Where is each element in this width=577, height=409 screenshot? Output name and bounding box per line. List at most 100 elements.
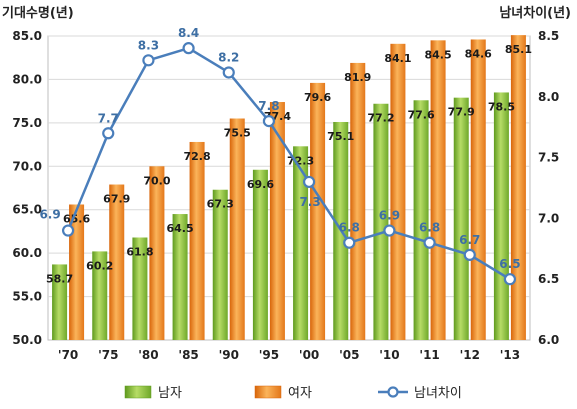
bar-label-male: 69.6 bbox=[247, 178, 274, 191]
difference-label: 7.8 bbox=[258, 99, 279, 113]
difference-point bbox=[102, 127, 115, 140]
x-tick-label: '00 bbox=[299, 348, 319, 362]
right-tick-label: 8.5 bbox=[538, 29, 559, 43]
x-axis: '70 '75 '80 '85 '90 '95 '00 '05 '10 '11 '12 '13 bbox=[58, 348, 520, 362]
x-tick-label: '13 bbox=[500, 348, 520, 362]
difference-label: 6.8 bbox=[339, 221, 360, 235]
bar-label-male: 78.5 bbox=[488, 100, 515, 113]
bar-male bbox=[212, 189, 228, 340]
x-tick-label: '10 bbox=[379, 348, 399, 362]
legend-label-difference: 남녀차이 bbox=[414, 386, 462, 401]
left-tick-label: 75.0 bbox=[12, 116, 42, 130]
difference-point bbox=[61, 224, 75, 237]
left-axis-title: 기대수명(년) bbox=[2, 5, 74, 21]
bar-label-female: 65.6 bbox=[63, 213, 90, 226]
right-axis: 6.0 6.5 7.0 7.5 8.0 8.5 bbox=[538, 29, 559, 347]
bar-female bbox=[149, 166, 165, 340]
bar-male bbox=[453, 97, 469, 340]
x-tick-label: '05 bbox=[339, 348, 359, 362]
legend-swatch-male bbox=[124, 385, 152, 399]
bar-label-female: 85.1 bbox=[505, 43, 532, 56]
difference-point bbox=[463, 248, 476, 261]
difference-label: 6.8 bbox=[419, 221, 440, 235]
bar-female bbox=[390, 43, 406, 341]
left-tick-label: 65.0 bbox=[12, 203, 42, 217]
difference-point bbox=[262, 115, 276, 128]
x-tick-label: '12 bbox=[460, 348, 480, 362]
bar-female bbox=[350, 62, 366, 340]
bar-female bbox=[470, 39, 486, 341]
bar-label-female: 70.0 bbox=[143, 174, 170, 187]
bar-label-female: 72.8 bbox=[184, 150, 211, 163]
x-tick-label: '70 bbox=[58, 348, 78, 362]
bar-female bbox=[189, 141, 205, 340]
difference-label: 6.5 bbox=[499, 257, 520, 271]
bar-female bbox=[109, 184, 125, 340]
left-tick-label: 50.0 bbox=[12, 333, 42, 347]
difference-line: 6.9 7.7 8.3 8.4 8.2 7.8 7.3 6.8 6.9 6.8 6.7 6.5 bbox=[39, 26, 521, 286]
legend: 남자 여자 남녀차이 bbox=[124, 385, 462, 401]
difference-point bbox=[343, 236, 356, 249]
bar-label-female: 84.1 bbox=[384, 52, 411, 65]
bar-female bbox=[69, 204, 85, 340]
left-tick-label: 80.0 bbox=[12, 72, 42, 86]
legend-label-male: 남자 bbox=[158, 386, 182, 401]
difference-point bbox=[142, 54, 155, 67]
difference-point bbox=[222, 66, 235, 79]
left-tick-label: 70.0 bbox=[12, 159, 42, 173]
bar-label-male: 61.8 bbox=[126, 246, 153, 259]
difference-line-path bbox=[66, 46, 511, 281]
bar-male bbox=[92, 251, 108, 340]
bar-male bbox=[493, 92, 509, 340]
left-axis: 50.0 55.0 60.0 65.0 70.0 75.0 80.0 85.0 bbox=[12, 29, 42, 347]
bar-label-female: 81.9 bbox=[344, 71, 371, 84]
difference-label: 7.3 bbox=[299, 195, 320, 209]
x-tick-label: '95 bbox=[259, 348, 279, 362]
legend-marker-difference bbox=[387, 386, 399, 398]
difference-point bbox=[503, 273, 517, 286]
bar-label-male: 67.3 bbox=[207, 198, 234, 211]
bar-female bbox=[229, 118, 245, 340]
right-tick-label: 7.5 bbox=[538, 151, 559, 165]
x-tick-label: '85 bbox=[178, 348, 198, 362]
difference-label: 7.7 bbox=[98, 111, 119, 125]
legend-item-male: 남자 bbox=[124, 385, 182, 401]
bars bbox=[52, 35, 526, 341]
bar-labels: 58.7 65.6 60.2 67.9 61.8 70.0 64.5 72.8 67.3 75.5… bbox=[46, 43, 532, 285]
bar-label-female: 75.5 bbox=[224, 127, 251, 140]
difference-label: 8.3 bbox=[138, 38, 159, 52]
bar-male bbox=[52, 264, 68, 340]
bar-label-male: 64.5 bbox=[167, 222, 194, 235]
difference-point bbox=[383, 224, 396, 237]
right-tick-label: 6.0 bbox=[538, 333, 559, 347]
legend-item-female: 여자 bbox=[254, 385, 312, 401]
difference-label: 6.9 bbox=[39, 208, 60, 222]
bar-male bbox=[252, 169, 268, 340]
left-tick-label: 60.0 bbox=[12, 246, 42, 260]
legend-item-difference: 남녀차이 bbox=[378, 386, 462, 401]
bar-label-male: 77.6 bbox=[408, 108, 435, 121]
left-tick-label: 55.0 bbox=[12, 290, 42, 304]
x-tick-label: '75 bbox=[98, 348, 118, 362]
bar-female bbox=[510, 35, 526, 340]
legend-label-female: 여자 bbox=[288, 386, 312, 401]
x-tick-label: '90 bbox=[219, 348, 239, 362]
bar-label-male: 58.7 bbox=[46, 272, 73, 285]
bar-label-male: 60.2 bbox=[86, 259, 113, 272]
right-axis-title: 남녀차이(년) bbox=[499, 5, 571, 21]
right-tick-label: 6.5 bbox=[538, 272, 559, 286]
bar-label-male: 75.1 bbox=[327, 130, 354, 143]
bar-label-male: 77.2 bbox=[367, 112, 394, 125]
difference-label: 8.4 bbox=[178, 26, 199, 40]
legend-swatch-female bbox=[254, 385, 282, 399]
bar-female bbox=[269, 102, 285, 340]
bar-male bbox=[132, 237, 148, 340]
bar-label-female: 84.5 bbox=[425, 48, 452, 61]
x-tick-label: '11 bbox=[419, 348, 439, 362]
gridlines bbox=[48, 35, 530, 298]
bar-male bbox=[172, 214, 188, 340]
right-tick-label: 7.0 bbox=[538, 211, 559, 225]
difference-point bbox=[302, 175, 316, 189]
bar-male bbox=[293, 146, 309, 340]
right-tick-label: 8.0 bbox=[538, 90, 559, 104]
